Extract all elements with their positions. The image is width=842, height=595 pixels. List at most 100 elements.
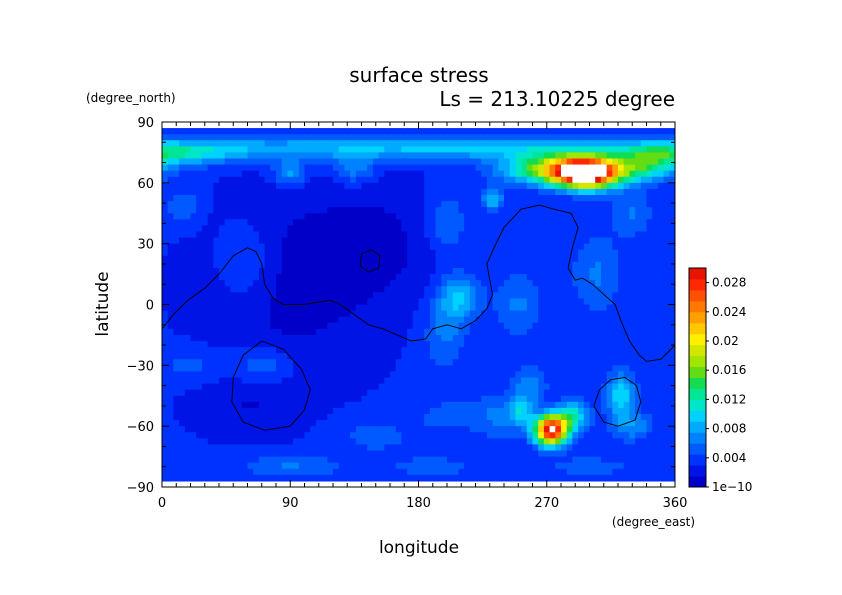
heatmap-cell: [270, 176, 277, 184]
heatmap-cell: [390, 268, 397, 275]
heatmap-cell: [390, 353, 397, 360]
heatmap-cell: [458, 401, 465, 409]
heatmap-cell: [521, 328, 528, 336]
heatmap-cell: [435, 274, 442, 281]
heatmap-cell: [561, 377, 568, 385]
heatmap-cell: [258, 341, 266, 348]
heatmap-cell: [321, 237, 328, 245]
heatmap-cell: [230, 462, 237, 470]
heatmap-cell: [555, 450, 562, 458]
heatmap-cell: [589, 371, 596, 379]
heatmap-cell: [504, 438, 511, 446]
heatmap-cell: [532, 255, 539, 263]
heatmap-cell: [390, 231, 397, 239]
heatmap-cell: [378, 219, 385, 227]
heatmap-cell: [412, 310, 420, 318]
heatmap-cell: [315, 243, 323, 251]
heatmap-cell: [333, 201, 340, 208]
heatmap-cell: [555, 231, 562, 239]
heatmap-cell: [315, 195, 323, 202]
heatmap-cell: [276, 213, 283, 220]
heatmap-cell: [247, 444, 254, 452]
heatmap-cell: [469, 152, 477, 160]
heatmap-cell: [287, 170, 294, 178]
heatmap-cell: [635, 328, 642, 336]
heatmap-cell: [179, 207, 186, 214]
heatmap-cell: [298, 152, 306, 160]
heatmap-cell: [578, 444, 585, 452]
heatmap-cell: [230, 432, 237, 439]
heatmap-cell: [435, 426, 442, 433]
heatmap-cell: [264, 347, 271, 354]
heatmap-cell: [663, 201, 670, 208]
heatmap-cell: [162, 310, 169, 318]
heatmap-cell: [321, 420, 328, 427]
heatmap-cell: [435, 207, 442, 214]
heatmap-cell: [418, 328, 425, 336]
heatmap-cell: [481, 456, 488, 464]
heatmap-cell: [287, 213, 294, 220]
heatmap-cell: [253, 359, 260, 366]
heatmap-cell: [412, 298, 420, 306]
heatmap-cell: [561, 395, 568, 403]
heatmap-cell: [304, 201, 311, 208]
heatmap-cell: [241, 170, 249, 178]
heatmap-cell: [435, 456, 442, 464]
heatmap-cell: [555, 365, 562, 373]
heatmap-cell: [315, 432, 323, 439]
heatmap-cell: [583, 249, 591, 257]
heatmap-cell: [652, 450, 659, 458]
heatmap-cell: [566, 158, 573, 166]
heatmap-cell: [595, 359, 602, 366]
heatmap-cell: [179, 401, 186, 409]
heatmap-cell: [492, 286, 499, 293]
heatmap-cell: [669, 237, 675, 245]
heatmap-cell: [315, 444, 323, 452]
heatmap-cell: [498, 444, 505, 452]
heatmap-cell: [196, 365, 203, 373]
heatmap-cell: [390, 389, 397, 397]
heatmap-cell: [184, 268, 192, 275]
heatmap-cell: [236, 383, 243, 391]
heatmap-cell: [629, 207, 636, 214]
heatmap-cell: [207, 195, 214, 202]
heatmap-cell: [612, 280, 619, 287]
heatmap-cell: [162, 231, 169, 239]
heatmap-cell: [361, 341, 368, 348]
heatmap-cell: [504, 249, 511, 257]
heatmap-cell: [543, 280, 551, 287]
heatmap-cell: [452, 310, 459, 318]
heatmap-cell: [298, 164, 306, 172]
heatmap-cell: [572, 456, 579, 464]
heatmap-cell: [384, 152, 391, 160]
heatmap-cell: [606, 426, 613, 433]
heatmap-cell: [395, 401, 402, 409]
heatmap-cell: [458, 395, 465, 403]
heatmap-cell: [538, 280, 545, 287]
heatmap-cell: [663, 280, 670, 287]
heatmap-cell: [287, 359, 294, 366]
heatmap-cell: [572, 334, 579, 342]
heatmap-cell: [407, 310, 414, 318]
heatmap-cell: [543, 395, 551, 403]
heatmap-cell: [258, 328, 266, 336]
heatmap-cell: [230, 261, 237, 269]
heatmap-cell: [304, 310, 311, 318]
heatmap-cell: [298, 128, 306, 135]
heatmap-cell: [179, 128, 186, 135]
heatmap-cell: [338, 450, 345, 458]
heatmap-cell: [452, 164, 459, 172]
heatmap-cell: [224, 231, 231, 239]
heatmap-cell: [367, 341, 374, 348]
heatmap-cell: [509, 292, 516, 300]
heatmap-cell: [589, 188, 596, 196]
heatmap-cell: [458, 298, 465, 306]
heatmap-cell: [378, 353, 385, 360]
heatmap-cell: [184, 146, 192, 154]
heatmap-cell: [424, 213, 431, 220]
heatmap-cell: [344, 195, 351, 202]
heatmap-cell: [629, 395, 636, 403]
heatmap-cell: [458, 152, 465, 160]
heatmap-cell: [561, 426, 568, 433]
heatmap-cell: [447, 456, 454, 464]
